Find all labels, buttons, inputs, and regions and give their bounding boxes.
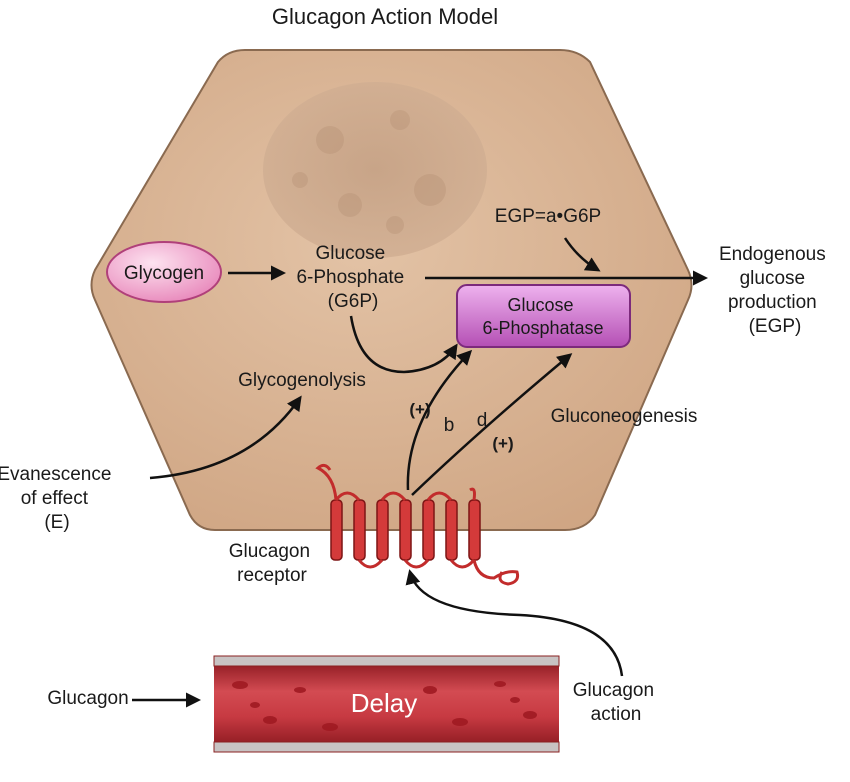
g6pase-line-1: Glucose [507,295,573,315]
arrow-evanescence-to-glycogenolysis [149,395,302,480]
arrow-g6p-to-g6pase [349,315,458,374]
evanescence-line-3: (E) [44,512,69,533]
delay-label: Delay [351,688,417,718]
egp-line-2: glucose [740,268,806,289]
evanescence-label: Evanescence of effect (E) [0,464,117,533]
g6p-line-1: Glucose [316,243,386,264]
glucagon-label: Glucagon [47,688,128,709]
arrow-receptor-d [411,353,573,496]
egp-line-3: production [728,292,817,313]
egp-formula: EGP=a•G6P [495,206,601,227]
plus-d-label: (+) [492,434,513,453]
egp-line-4: (EGP) [749,316,802,337]
g6p-line-2: 6-Phosphate [296,267,404,288]
glucagon-action-label: Glucagon action [573,680,660,725]
egp-line-1: Endogenous [719,244,826,265]
vessel-wall-bottom [213,741,560,753]
red-blood-cells [232,681,537,731]
receptor-loops [315,463,520,586]
g6p-line-3: (G6P) [328,291,379,312]
g6pase-label: Glucose 6-Phosphatase [482,295,603,338]
glucagon-action-line-2: action [591,704,642,725]
arrow-formula-to-egp [563,237,601,272]
d-label: d [477,410,488,431]
vessel-wall-top [213,655,560,667]
glucagon-action-line-1: Glucagon [573,680,654,701]
glycogenolysis-label: Glycogenolysis [238,370,366,391]
g6p-label: Glucose 6-Phosphate (G6P) [296,243,409,312]
arrow-action-to-receptor [405,569,624,677]
blood-vessel [214,662,559,746]
receptor-label: Glucagon receptor [229,541,316,586]
diagram-title: Glucagon Action Model [272,4,498,29]
arrows [132,237,708,708]
g6pase-node [456,284,631,348]
g6pase-line-2: 6-Phosphatase [482,318,603,338]
hepatocyte-cell [90,49,693,531]
receptor-line-2: receptor [237,565,307,586]
receptor-line-1: Glucagon [229,541,310,562]
nucleus [263,82,487,258]
glycogen-node [106,241,222,303]
evanescence-line-2: of effect [21,488,89,509]
glucagon-receptor [330,499,481,561]
egp-label: Endogenous glucose production (EGP) [719,244,831,337]
evanescence-line-1: Evanescence [0,464,111,485]
gluconeogenesis-label: Gluconeogenesis [551,406,698,427]
arrow-receptor-b [406,349,473,491]
nucleus-texture [292,110,446,234]
b-label: b [444,415,455,436]
glycogen-label: Glycogen [124,263,204,284]
